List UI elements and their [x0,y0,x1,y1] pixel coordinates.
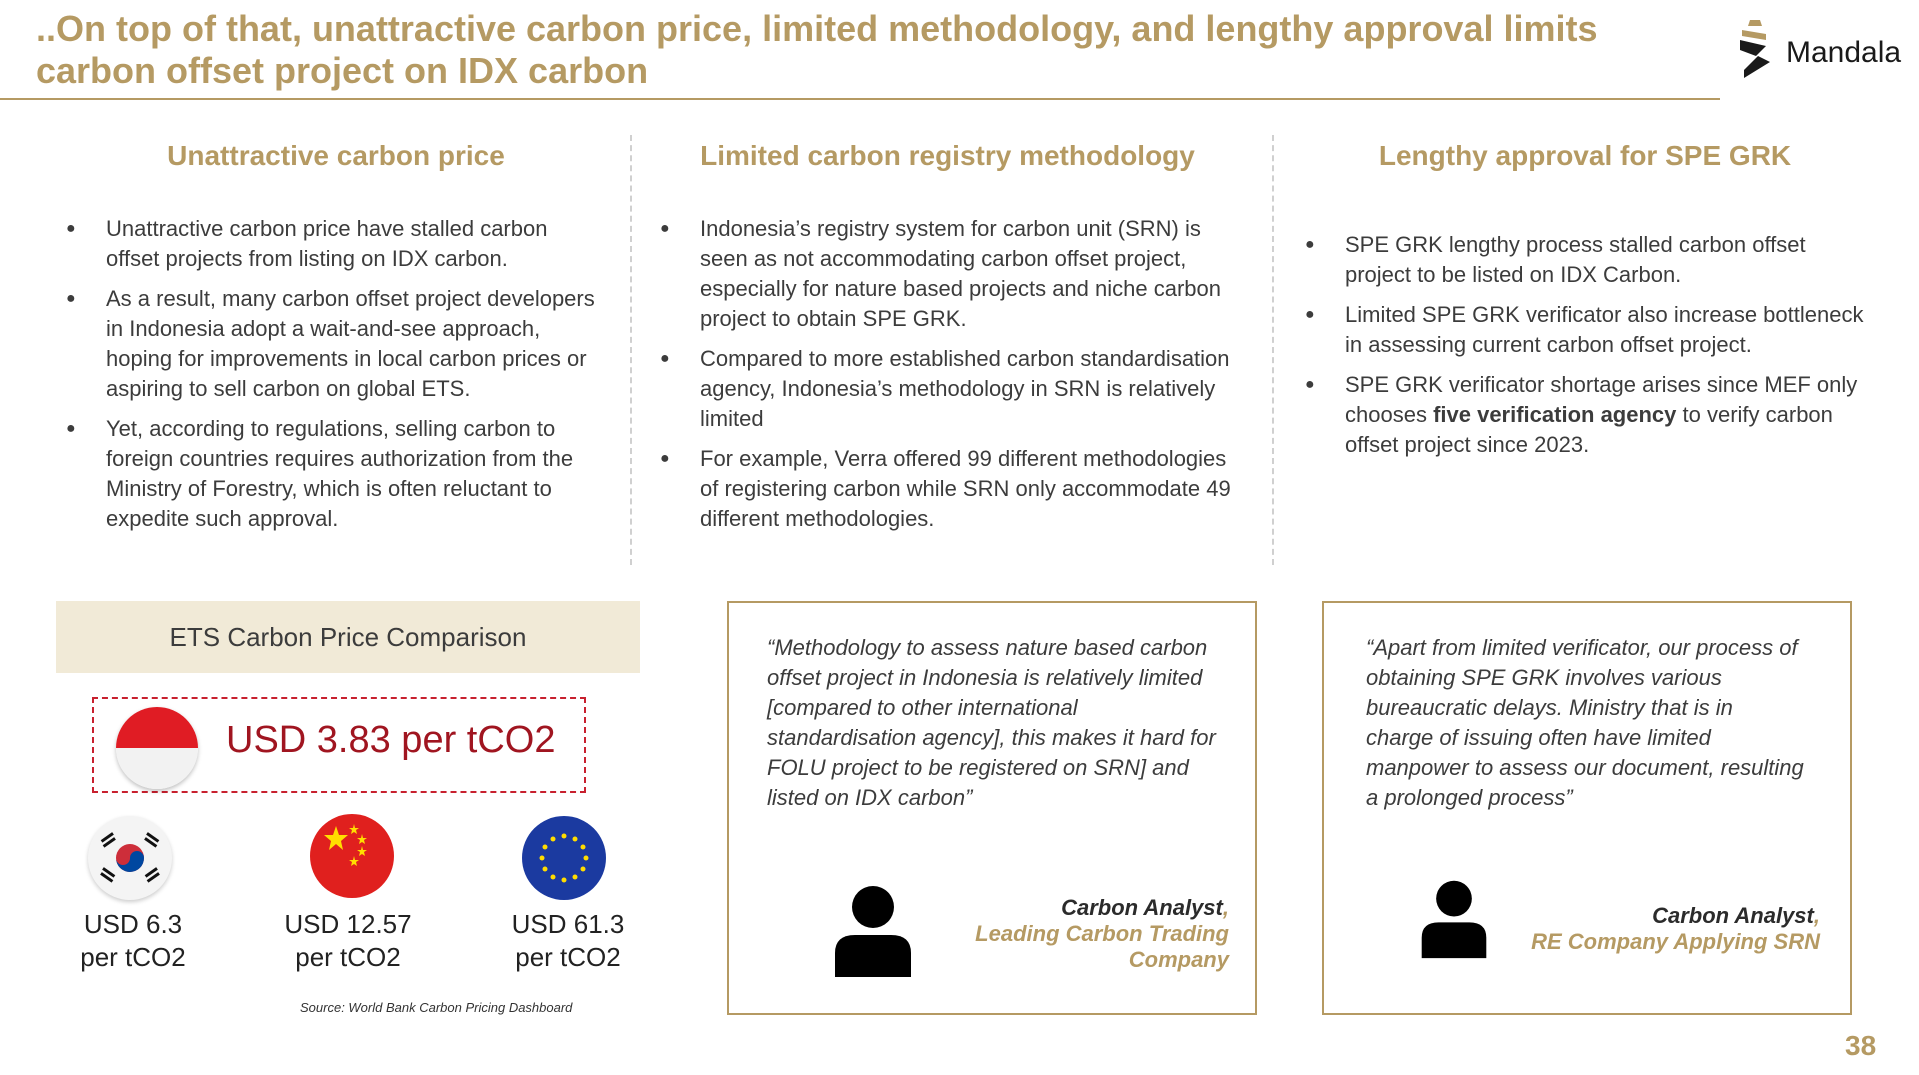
column-divider [1272,135,1274,565]
column-heading: Unattractive carbon price [167,140,505,171]
person-icon [835,886,911,977]
list-item: Unattractive carbon price have stalled c… [66,214,606,274]
price-value: USD 61.3 [511,909,625,939]
mandala-logo-icon [1740,20,1770,78]
south-korea-price: USD 6.3 per tCO2 [43,908,223,974]
column-carbon-price: Unattractive carbon price Unattractive c… [66,138,606,544]
price-value: USD 12.57 [284,909,412,939]
bullet-text: to verify carbon offset project since 20… [1345,402,1833,457]
bullet-text: SPE GRK verificator shortage arises sinc… [1345,372,1858,427]
indonesia-price-box: USD 3.83 per tCO2 [92,697,586,793]
ets-comparison-heading: ETS Carbon Price Comparison [56,601,640,673]
column-heading: Limited carbon registry methodology [700,140,1195,171]
source-note: Source: World Bank Carbon Pricing Dashbo… [300,1000,573,1015]
quote-org: RE Company Applying SRN [1531,929,1820,954]
column-spe-grk-approval: Lengthy approval for SPE GRK SPE GRK len… [1305,138,1865,470]
quote-box: “Methodology to assess nature based carb… [727,601,1257,1015]
bullet-list: SPE GRK lengthy process stalled carbon o… [1305,230,1865,460]
bullet-list: Indonesia’s registry system for carbon u… [660,214,1235,534]
price-value: USD 6.3 [83,909,183,939]
list-item: Compared to more established carbon stan… [660,344,1235,434]
list-item: SPE GRK lengthy process stalled carbon o… [1305,230,1865,290]
price-unit: per tCO2 [295,942,401,972]
quote-org: Leading Carbon Trading Company [975,921,1229,972]
mandala-logo: Mandala [1736,20,1911,84]
column-registry-methodology: Limited carbon registry methodology Indo… [660,138,1235,544]
bullet-list: Unattractive carbon price have stalled c… [66,214,606,534]
price-unit: per tCO2 [515,942,621,972]
list-item: Indonesia’s registry system for carbon u… [660,214,1235,334]
quote-box: “Apart from limited verificator, our pro… [1322,601,1852,1015]
quote-role: Carbon Analyst [1061,895,1223,920]
china-price: USD 12.57 per tCO2 [258,908,438,974]
quote-attribution: Carbon Analyst, RE Company Applying SRN [1531,903,1820,954]
column-heading: Lengthy approval for SPE GRK [1378,140,1792,171]
list-item: Yet, according to regulations, selling c… [66,414,606,534]
brand-name: Mandala [1786,36,1902,69]
quote-text: “Apart from limited verificator, our pro… [1366,635,1804,810]
indonesia-price: USD 3.83 per tCO2 [226,719,556,761]
eu-flag-icon [522,816,606,900]
list-item: As a result, many carbon offset project … [66,284,606,404]
page-number: 38 [1845,1030,1877,1061]
eu-price: USD 61.3 per tCO2 [478,908,658,974]
china-flag-icon [310,814,394,898]
quote-attribution: Carbon Analyst, Leading Carbon Trading C… [975,895,1229,972]
price-unit: per tCO2 [80,942,186,972]
column-divider [630,135,632,565]
bullet-emphasis: five verification agency [1433,402,1677,427]
list-item: Limited SPE GRK verificator also increas… [1305,300,1865,360]
page-title: ..On top of that, unattractive carbon pr… [36,8,1598,91]
list-item: For example, Verra offered 99 different … [660,444,1235,534]
person-icon [1421,880,1487,959]
quote-role: Carbon Analyst [1652,903,1814,928]
quote-text: “Methodology to assess nature based carb… [767,635,1216,810]
title-divider [0,98,1720,100]
south-korea-flag-icon [88,816,172,900]
list-item: SPE GRK verificator shortage arises sinc… [1305,370,1865,460]
indonesia-flag-icon [116,707,198,789]
